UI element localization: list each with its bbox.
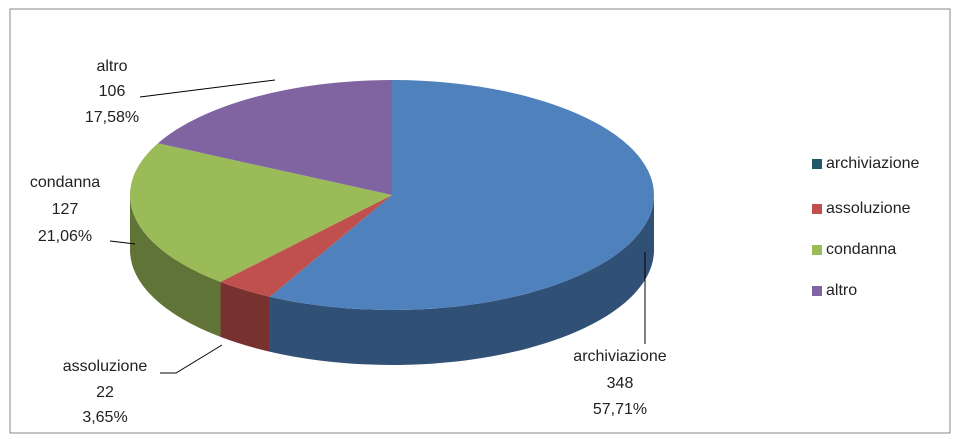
data-label-value: 22 — [96, 384, 114, 401]
data-label-value: 106 — [99, 83, 126, 100]
data-label-value: 348 — [607, 375, 634, 392]
data-label-percent: 21,06% — [38, 228, 92, 245]
pie-slice — [269, 80, 654, 310]
data-label-percent: 57,71% — [593, 401, 647, 418]
data-label-category: condanna — [30, 174, 100, 191]
pie-side — [220, 281, 270, 352]
data-label-percent: 3,65% — [82, 409, 127, 426]
pie-side — [130, 195, 221, 337]
data-label-category: archiviazione — [573, 348, 666, 365]
legend-swatch — [812, 204, 822, 214]
data-label-category: altro — [96, 58, 127, 75]
legend-label: altro — [826, 282, 857, 299]
leader-line — [160, 344, 223, 374]
data-label-value: 127 — [52, 201, 79, 218]
legend-swatch — [812, 245, 822, 255]
legend-swatch — [812, 286, 822, 296]
leader-line — [109, 240, 136, 245]
legend-label: condanna — [826, 241, 896, 258]
data-label-category: assoluzione — [63, 358, 148, 375]
pie-slice — [157, 80, 392, 195]
pie-side — [269, 195, 654, 365]
data-label-percent: 17,58% — [85, 109, 139, 126]
legend-swatch — [812, 159, 822, 169]
legend-label: assoluzione — [826, 200, 911, 217]
pie-slice — [129, 143, 392, 282]
legend-label: archiviazione — [826, 155, 919, 172]
leader-line — [139, 79, 276, 98]
pie-slice — [220, 195, 392, 297]
